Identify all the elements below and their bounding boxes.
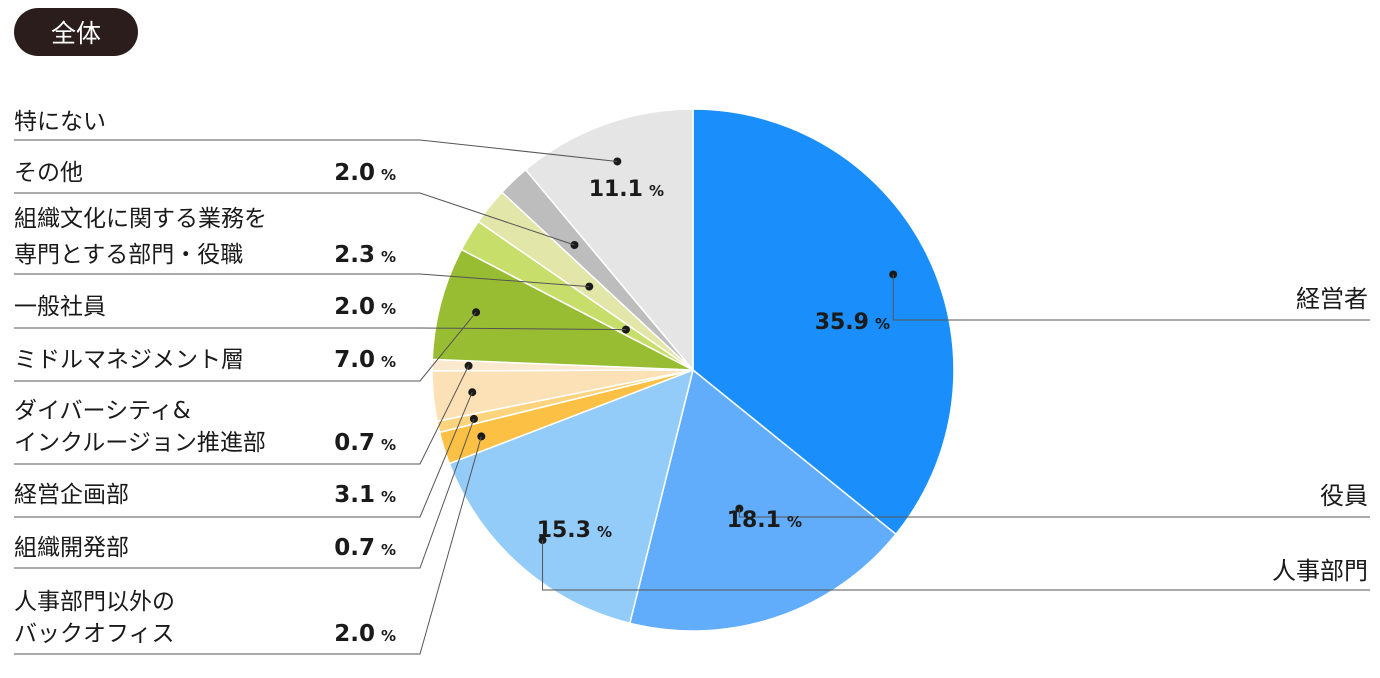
leader-line-1	[738, 508, 1370, 518]
value-label: 3.1%	[334, 482, 396, 508]
slice-value-label: 11.1%	[589, 177, 664, 202]
category-label: 専門とする部門・役職	[14, 242, 243, 268]
leader-line-5	[14, 392, 473, 518]
category-label: 人事部門以外の	[14, 589, 175, 615]
leader-line-7	[14, 311, 477, 382]
value-label: 2.0%	[334, 621, 396, 647]
value-label: 2.0%	[334, 294, 396, 320]
leader-line-9	[14, 273, 590, 288]
category-label: ミドルマネジメント層	[14, 347, 244, 373]
slice-value-label: 18.1%	[727, 508, 802, 533]
value-label: 2.0%	[334, 160, 396, 186]
category-label: ダイバーシティ&	[14, 398, 191, 424]
pie-slices	[431, 108, 955, 632]
value-label: 7.0%	[334, 347, 396, 373]
leader-line-8	[14, 327, 626, 331]
leader-line-6	[14, 365, 470, 465]
value-label: 2.3%	[334, 242, 396, 268]
category-label: 経営企画部	[14, 482, 129, 508]
value-label: 0.7%	[334, 535, 396, 561]
leader-lines	[14, 139, 1370, 655]
leader-line-3	[14, 436, 482, 655]
category-label: 特にない	[14, 109, 106, 135]
pie-slice-0	[692, 108, 955, 536]
category-label: インクルージョン推進部	[14, 430, 266, 456]
slice-value-label: 15.3%	[537, 518, 612, 543]
badge-label: 全体	[50, 19, 101, 48]
leader-line-4	[14, 418, 475, 569]
pie-slice-1	[628, 368, 897, 632]
pie-slice-11	[524, 108, 694, 373]
leader-line-10	[14, 192, 575, 246]
category-label: 役員	[1320, 482, 1368, 510]
leader-line-2	[542, 540, 1370, 591]
pie-slice-2	[448, 368, 695, 625]
badge: 全体	[14, 8, 138, 56]
leader-line-0	[892, 274, 1370, 321]
value-label: 0.7%	[334, 430, 396, 456]
category-label: 組織文化に関する業務を	[14, 206, 267, 232]
category-label: 人事部門	[1272, 557, 1368, 585]
category-label: 経営者	[1296, 285, 1368, 313]
slice-value-label: 35.9%	[815, 310, 890, 335]
leader-line-11	[14, 139, 618, 162]
category-label: 組織開発部	[14, 535, 129, 561]
category-label: その他	[14, 160, 83, 186]
category-label: バックオフィス	[14, 621, 175, 647]
category-label: 一般社員	[14, 294, 106, 320]
